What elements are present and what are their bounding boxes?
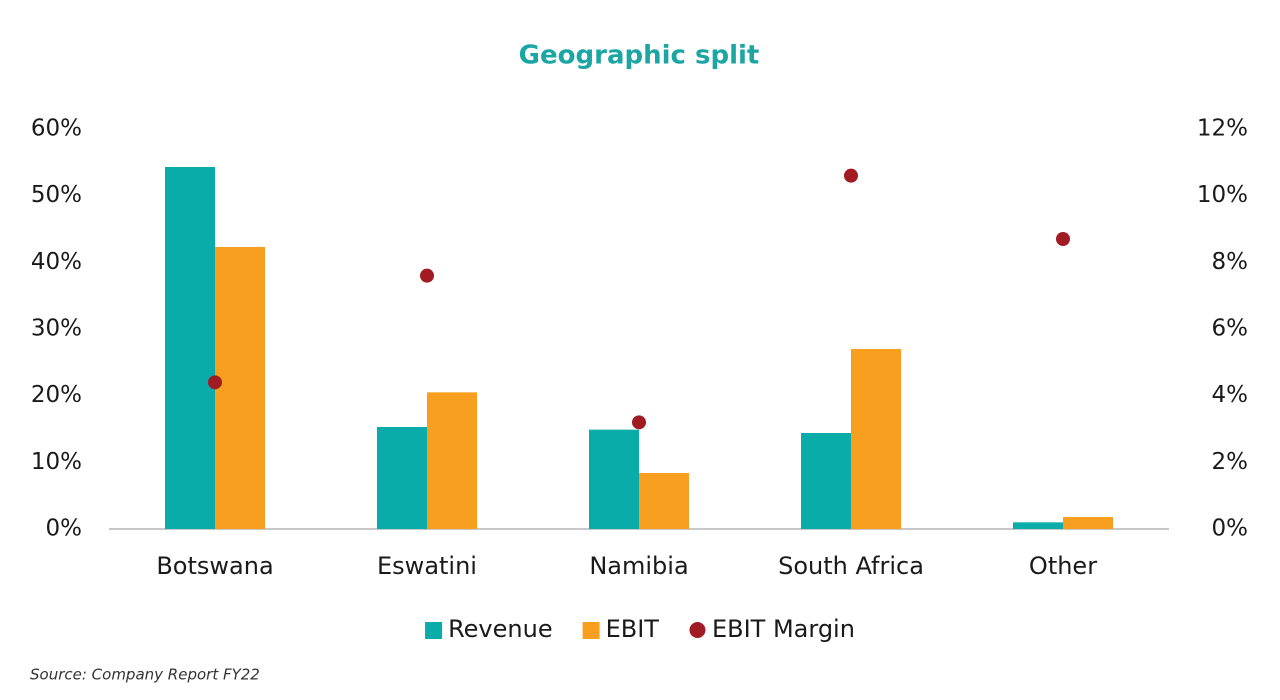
x-tick-label: South Africa (778, 552, 924, 580)
legend-label: Revenue (448, 615, 553, 643)
bar (377, 427, 427, 529)
marker (420, 268, 434, 283)
marker (632, 415, 646, 430)
bar (1063, 517, 1113, 529)
y2-tick-label: 12% (1197, 116, 1248, 142)
y2-tick-label: 10% (1197, 182, 1248, 208)
legend-label: EBIT (606, 615, 660, 643)
bar (639, 473, 689, 529)
legend-marker (582, 622, 600, 639)
y-tick-label: 50% (31, 182, 82, 208)
y2-tick-label: 2% (1212, 449, 1249, 475)
marker (844, 168, 858, 183)
y2-tick-label: 4% (1212, 382, 1249, 408)
x-tick-label: Other (1029, 552, 1097, 580)
y-tick-label: 60% (31, 116, 82, 142)
y2-tick-label: 8% (1212, 249, 1249, 275)
y-tick-label: 40% (31, 249, 82, 275)
bar (801, 433, 851, 529)
bar (215, 247, 265, 529)
x-tick-label: Namibia (589, 552, 688, 580)
chart-title: Geographic split (519, 41, 760, 71)
marker (1056, 232, 1070, 246)
source-note: Source: Company Report FY22 (30, 666, 260, 684)
y2-tick-label: 0% (1212, 516, 1249, 542)
legend-marker (425, 622, 443, 639)
y2-tick-label: 6% (1212, 316, 1249, 342)
bar (851, 349, 901, 529)
bar (165, 167, 215, 529)
legend-marker (689, 622, 706, 638)
bar (427, 392, 477, 529)
marker (208, 375, 222, 390)
legend-label: EBIT Margin (712, 615, 855, 643)
x-tick-label: Botswana (156, 552, 273, 580)
y-tick-label: 20% (31, 382, 82, 408)
y-tick-label: 0% (46, 516, 83, 542)
x-tick-label: Eswatini (377, 552, 477, 580)
bar (589, 429, 639, 529)
bar (1013, 522, 1063, 529)
y-tick-label: 10% (31, 449, 82, 475)
y-tick-label: 30% (31, 316, 82, 342)
